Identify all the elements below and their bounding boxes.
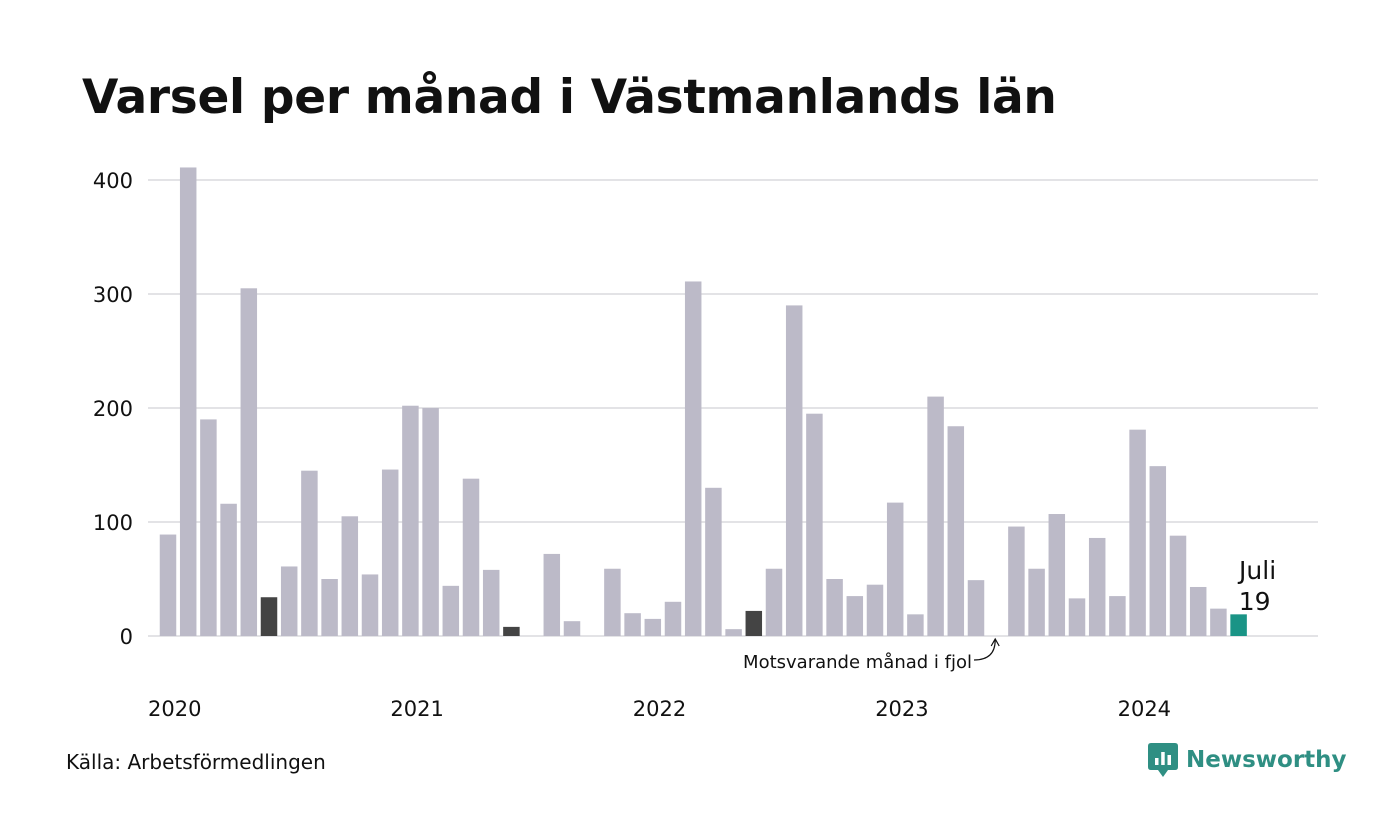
x-tick-label: 2024 [1118, 697, 1171, 721]
bar [1149, 466, 1167, 636]
y-axis-ticks: 0 100 200 300 400 [93, 169, 133, 649]
bar [1230, 614, 1247, 636]
bar [664, 601, 682, 636]
bar [947, 426, 965, 636]
bar [1028, 568, 1045, 636]
bar [301, 470, 318, 636]
bar [381, 469, 399, 636]
y-tick-label: 100 [93, 511, 133, 535]
bar [785, 305, 803, 636]
bar [361, 574, 379, 636]
source-note: Källa: Arbetsförmedlingen [66, 750, 326, 774]
newsworthy-logo-icon [1148, 743, 1178, 777]
bars [159, 167, 1247, 636]
bar [220, 503, 237, 636]
bar [482, 569, 500, 636]
bar [725, 629, 742, 636]
bar [826, 579, 843, 636]
bar [745, 610, 763, 636]
bar [806, 413, 823, 636]
bar [1048, 514, 1066, 636]
bar [1109, 596, 1126, 636]
y-tick-label: 300 [93, 283, 133, 307]
bar [159, 534, 177, 636]
bar [503, 626, 520, 636]
bar [260, 597, 278, 636]
brand-name: Newsworthy [1186, 747, 1347, 773]
bar [543, 553, 561, 636]
annotation-arrowhead [990, 637, 1000, 647]
y-tick-label: 200 [93, 397, 133, 421]
y-tick-label: 400 [93, 169, 133, 193]
bar [684, 281, 702, 636]
x-tick-label: 2022 [633, 697, 686, 721]
bar [1008, 526, 1025, 636]
bar [866, 584, 884, 636]
bar [967, 580, 985, 636]
bar [1129, 429, 1146, 636]
bar [846, 596, 864, 636]
bar [402, 405, 419, 636]
bar [1088, 537, 1106, 636]
bar [240, 288, 258, 636]
x-tick-label: 2023 [875, 697, 928, 721]
y-tick-label: 0 [120, 625, 133, 649]
bar [1210, 608, 1227, 636]
bar [200, 419, 217, 636]
x-tick-label: 2020 [148, 697, 201, 721]
bar [563, 621, 581, 636]
bar [1068, 598, 1086, 636]
last-month-label: Juli [1237, 556, 1276, 585]
bar [422, 408, 439, 636]
bar [705, 487, 722, 636]
bar [927, 396, 944, 636]
bar [907, 614, 924, 636]
page-title: Varsel per månad i Västmanlands län [82, 70, 1057, 125]
bar [442, 585, 460, 636]
annotation-arrow [973, 639, 996, 661]
bar [179, 167, 197, 636]
x-tick-label: 2021 [390, 697, 443, 721]
brand-logo: Newsworthy [1148, 743, 1347, 777]
bar [604, 568, 621, 636]
bar [462, 478, 480, 636]
bar [280, 566, 298, 636]
annotation-text: Motsvarande månad i fjol [743, 652, 972, 673]
bar [1189, 586, 1207, 636]
bar [765, 568, 783, 636]
bar [886, 502, 904, 636]
bar [624, 613, 641, 636]
last-value-label: 19 [1239, 587, 1271, 616]
x-axis-year-labels: 2020 2021 2022 2023 2024 [148, 697, 1171, 721]
bar [1169, 535, 1187, 636]
bar [644, 618, 662, 636]
bar [321, 579, 338, 636]
bar [341, 516, 359, 636]
